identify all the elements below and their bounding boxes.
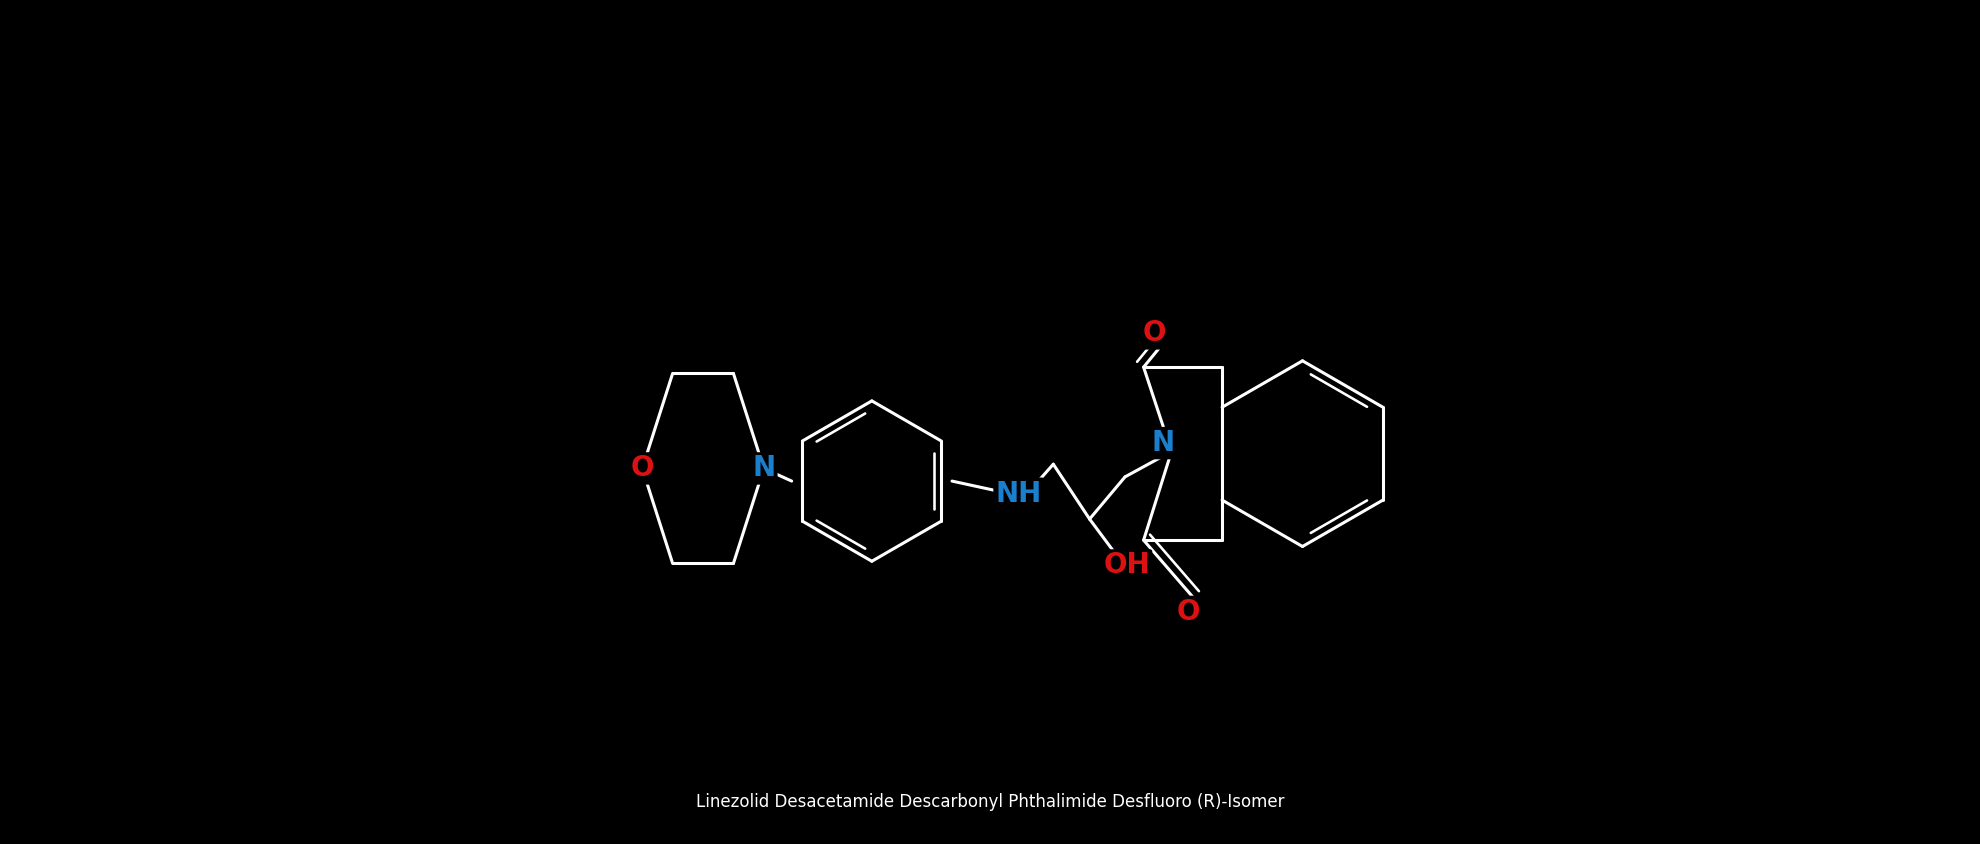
Text: O: O xyxy=(630,454,653,483)
Text: N: N xyxy=(752,454,776,483)
Text: O: O xyxy=(1142,319,1166,348)
Text: Linezolid Desacetamide Descarbonyl Phthalimide Desfluoro (R)-Isomer: Linezolid Desacetamide Descarbonyl Phtha… xyxy=(695,793,1285,811)
Text: N: N xyxy=(1152,429,1174,457)
Text: OH: OH xyxy=(1103,551,1150,580)
Text: O: O xyxy=(1176,598,1200,626)
Text: NH: NH xyxy=(996,479,1041,508)
